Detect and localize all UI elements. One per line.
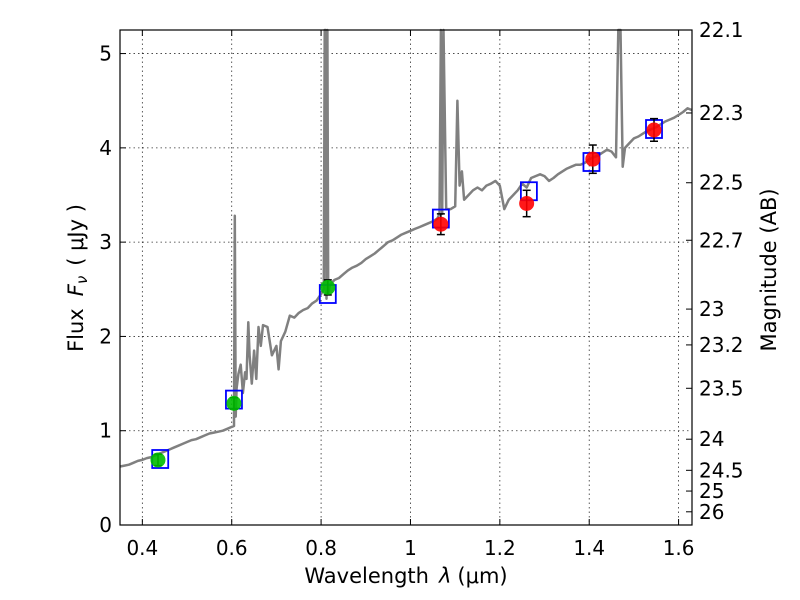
error-bars — [153, 117, 659, 467]
y-tick-label: 3 — [99, 230, 112, 254]
y2-tick-label: 24.5 — [699, 458, 744, 482]
y2-axis-label: Magnitude (AB) — [757, 188, 781, 351]
y2-tick-label: 22.1 — [699, 18, 744, 42]
x-tick-label: 1 — [404, 536, 417, 560]
y2-tick-label: 22.3 — [699, 101, 744, 125]
y2-tick-label: 24 — [699, 427, 724, 451]
grid — [120, 30, 692, 526]
y-tick-label: 0 — [99, 513, 112, 537]
optical-data-point — [226, 395, 242, 411]
y-tick-labels: 0 1 2 3 4 5 — [99, 42, 112, 537]
optical-data-point — [150, 452, 166, 468]
x-tick-label: 1.2 — [484, 536, 516, 560]
nir-data-point — [585, 151, 601, 167]
y2-tick-label: 26 — [699, 500, 724, 524]
x-tick-label: 1.6 — [663, 536, 695, 560]
x-axis-label: Wavelength λ (μm) — [304, 564, 507, 588]
y2-tick-label: 23.5 — [699, 376, 744, 400]
y2-tick-label: 25 — [699, 479, 724, 503]
observed-points-series — [150, 122, 662, 468]
x-tick-label: 0.8 — [305, 536, 337, 560]
y-tick-label: 2 — [99, 324, 112, 348]
x-tick-label: 0.4 — [126, 536, 158, 560]
x-tick-label: 0.6 — [216, 536, 248, 560]
y2-tick-label: 23.2 — [699, 333, 744, 357]
y-axis-label: FluxFν( μJy ) — [64, 204, 91, 352]
y2-tick-label: 22.7 — [699, 228, 744, 252]
y-tick-label: 1 — [99, 419, 112, 443]
y2-tick-label: 22.5 — [699, 171, 744, 195]
nir-data-point — [433, 216, 449, 232]
optical-data-point — [320, 279, 336, 295]
model-spectrum-series — [119, 28, 693, 468]
model-photometry-series — [151, 119, 663, 469]
nir-data-point — [646, 122, 662, 138]
x-tick-label: 1.4 — [573, 536, 605, 560]
axis-ticks — [120, 29, 692, 526]
y-tick-label: 4 — [99, 136, 112, 160]
y-tick-label: 5 — [99, 42, 112, 66]
nir-data-point — [519, 195, 535, 211]
model-spectrum-line — [119, 28, 693, 468]
plot-frame — [119, 29, 693, 526]
y2-tick-label: 23 — [699, 297, 724, 321]
x-tick-labels: 0.4 0.6 0.8 1 1.2 1.4 1.6 — [126, 536, 694, 560]
